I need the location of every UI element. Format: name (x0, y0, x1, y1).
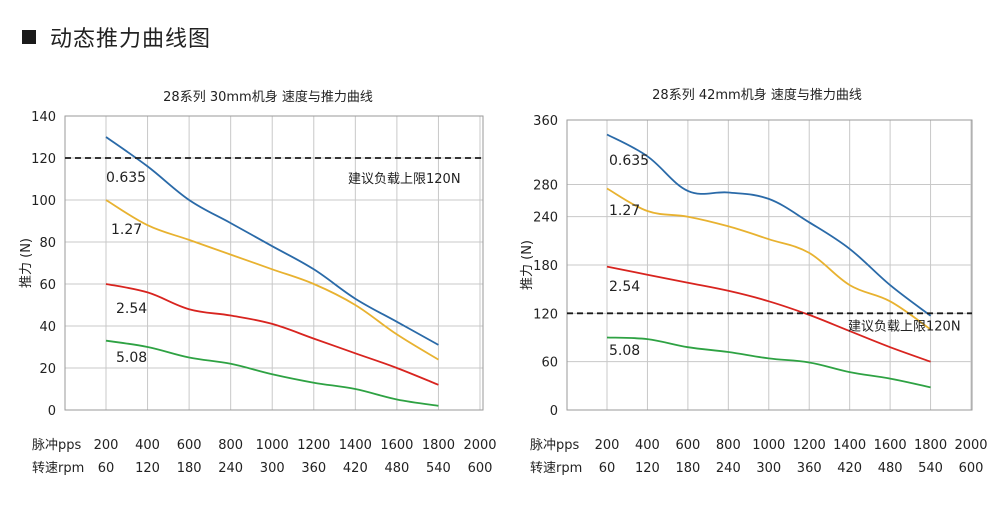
y-tick-label: 0 (48, 404, 56, 419)
x-tick-label-pps: 2000 (463, 438, 496, 453)
limit-label: 建议负载上限120N (848, 319, 961, 334)
x-tick-label-pps: 1400 (339, 438, 372, 453)
x-tick-label-rpm: 300 (260, 461, 285, 476)
x-tick-label-pps: 1200 (297, 438, 330, 453)
limit-label: 建议负载上限120N (348, 172, 461, 187)
y-tick-label: 280 (533, 178, 558, 193)
series-line-5_08 (105, 339, 439, 407)
series-line-1_27 (105, 199, 439, 361)
y-tick-label: 360 (533, 114, 558, 129)
x-tick-label-rpm: 600 (468, 461, 493, 476)
x-tick-label-rpm: 540 (918, 461, 943, 476)
x-row-label-pps: 脉冲pps (530, 438, 580, 453)
x-tick-label-rpm: 360 (797, 461, 822, 476)
y-tick-label: 0 (550, 404, 558, 419)
y-axis-label: 推力 (N) (19, 238, 34, 288)
x-tick-label-pps: 400 (635, 438, 660, 453)
series-label: 1.27 (111, 222, 142, 238)
x-tick-label-pps: 800 (716, 438, 741, 453)
chart-title: 28系列 30mm机身 速度与推力曲线 (163, 89, 373, 105)
y-tick-label: 100 (31, 194, 56, 209)
plot-frame (566, 119, 973, 411)
y-tick-label: 20 (39, 362, 56, 377)
y-tick-label: 120 (533, 307, 558, 322)
x-tick-label-rpm: 420 (837, 461, 862, 476)
series-line-0_635 (105, 136, 439, 346)
x-tick-label-rpm: 300 (756, 461, 781, 476)
y-tick-label: 40 (39, 320, 56, 335)
y-axis-label: 推力 (N) (520, 240, 535, 290)
series-label: 1.27 (609, 203, 640, 219)
x-tick-label-pps: 1600 (380, 438, 413, 453)
chart-1: 28系列 30mm机身 速度与推力曲线 0 20 40 60 80 100 120 140 推力 … (19, 89, 497, 476)
y-tick-label: 140 (31, 110, 56, 125)
y-tick-label: 120 (31, 152, 56, 167)
x-tick-label-pps: 600 (177, 438, 202, 453)
x-tick-label-rpm: 120 (135, 461, 160, 476)
x-row-label-pps: 脉冲pps (32, 438, 82, 453)
x-tick-label-rpm: 480 (384, 461, 409, 476)
x-tick-label-pps: 200 (595, 438, 620, 453)
y-tick-label: 240 (533, 211, 558, 226)
x-tick-label-pps: 800 (218, 438, 243, 453)
x-tick-label-rpm: 600 (959, 461, 984, 476)
x-tick-label-pps: 200 (94, 438, 119, 453)
y-tick-label: 60 (541, 356, 558, 371)
page-title: 动态推力曲线图 (50, 27, 212, 52)
series-label: 0.635 (106, 170, 146, 186)
x-tick-label-rpm: 120 (635, 461, 660, 476)
x-tick-label-rpm: 240 (218, 461, 243, 476)
x-tick-label-rpm: 480 (878, 461, 903, 476)
x-row-label-rpm: 转速rpm (32, 461, 84, 476)
x-tick-label-pps: 600 (675, 438, 700, 453)
series-label: 2.54 (116, 301, 147, 317)
x-tick-label-pps: 1400 (833, 438, 866, 453)
x-tick-label-rpm: 420 (343, 461, 368, 476)
page-heading: 动态推力曲线图 (22, 22, 211, 52)
x-tick-label-rpm: 60 (599, 461, 616, 476)
y-tick-label: 80 (39, 236, 56, 251)
chart-2: 28系列 42mm机身 速度与推力曲线 0 60 120 180 240 280 360 推力 … (520, 87, 988, 476)
x-tick-label-pps: 1000 (752, 438, 785, 453)
y-tick-label: 60 (39, 278, 56, 293)
x-tick-label-pps: 1800 (422, 438, 455, 453)
x-tick-label-pps: 400 (135, 438, 160, 453)
x-tick-label-rpm: 360 (301, 461, 326, 476)
x-row-label-rpm: 转速rpm (530, 461, 582, 476)
series-line-2_54 (105, 283, 439, 386)
series-line-5_08 (606, 336, 931, 389)
square-bullet-icon (22, 30, 36, 44)
x-tick-label-rpm: 540 (426, 461, 451, 476)
x-tick-label-rpm: 60 (98, 461, 115, 476)
x-tick-label-pps: 1000 (256, 438, 289, 453)
x-tick-label-rpm: 240 (716, 461, 741, 476)
series-line-1_27 (606, 187, 932, 331)
series-label: 5.08 (609, 343, 640, 359)
x-tick-label-pps: 2000 (954, 438, 987, 453)
series-label: 5.08 (116, 350, 147, 366)
x-tick-label-rpm: 180 (177, 461, 202, 476)
series-line-2_54 (606, 265, 931, 363)
series-line-0_635 (606, 133, 932, 317)
chart-title: 28系列 42mm机身 速度与推力曲线 (652, 87, 862, 103)
series-label: 2.54 (609, 279, 640, 295)
y-tick-label: 180 (533, 259, 558, 274)
series-label: 0.635 (609, 153, 649, 169)
x-tick-label-pps: 1600 (874, 438, 907, 453)
x-tick-label-rpm: 180 (675, 461, 700, 476)
plot-frame (64, 115, 484, 411)
x-tick-label-pps: 1200 (793, 438, 826, 453)
x-tick-label-pps: 1800 (914, 438, 947, 453)
